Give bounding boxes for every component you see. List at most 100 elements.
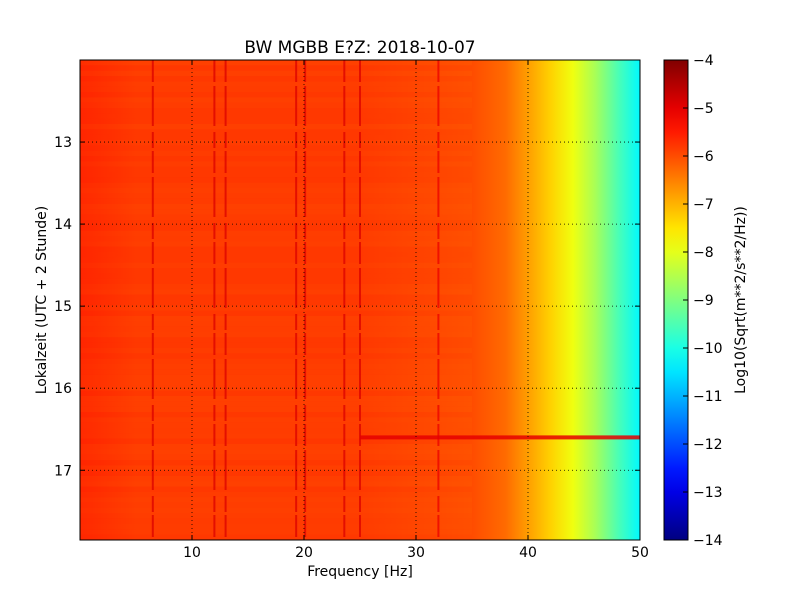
time-band (80, 236, 472, 242)
time-band (80, 81, 472, 87)
x-tick-label: 40 (519, 545, 537, 561)
time-band (80, 348, 472, 354)
time-band (80, 182, 472, 188)
time-band (80, 353, 472, 359)
time-band (80, 454, 472, 460)
time-band (80, 214, 472, 220)
time-band (80, 273, 472, 279)
time-band (80, 508, 472, 514)
time-band (80, 300, 472, 306)
time-band (80, 412, 472, 418)
y-tick-label: 16 (54, 381, 72, 397)
colorbar-tick-label: −12 (693, 437, 723, 453)
time-band (80, 513, 472, 519)
time-band (80, 380, 472, 386)
time-band (80, 113, 472, 119)
time-band (80, 529, 472, 535)
colorbar-tick-label: −13 (693, 485, 723, 501)
time-band (80, 417, 472, 423)
time-band (80, 161, 472, 167)
time-band (80, 524, 472, 530)
time-band (80, 145, 472, 151)
colorbar-label: Log10(Sqrt(m**2/s**2/Hz)) (733, 206, 749, 394)
y-axis-ticks: 13 14 15 16 17 (54, 135, 640, 479)
time-band (80, 225, 472, 231)
plot-area (80, 60, 640, 540)
time-band (80, 134, 472, 140)
colorbar-tick-label: −6 (693, 149, 714, 165)
time-band (80, 70, 472, 76)
time-band (80, 390, 472, 396)
colorbar-tick-label: −10 (693, 341, 723, 357)
x-tick-label: 50 (631, 545, 649, 561)
time-band (80, 518, 472, 524)
time-band (80, 342, 472, 348)
time-band (80, 406, 472, 412)
time-band (80, 278, 472, 284)
y-tick-label: 14 (54, 217, 72, 233)
colorbar-tick-label: −8 (693, 245, 714, 261)
time-band (80, 470, 472, 476)
time-band (80, 166, 472, 172)
time-band (80, 401, 472, 407)
time-band (80, 65, 472, 71)
time-band (80, 444, 472, 450)
time-band (80, 140, 472, 146)
y-tick-label: 17 (54, 463, 72, 479)
time-band (80, 268, 472, 274)
event-band (360, 435, 640, 440)
time-band (80, 108, 472, 114)
time-band (80, 220, 472, 226)
time-band (80, 428, 472, 434)
colorbar-tick-label: −7 (693, 197, 714, 213)
time-band (80, 209, 472, 215)
time-band (80, 337, 472, 343)
time-band (80, 92, 472, 98)
colorbar-tick-label: −11 (693, 389, 723, 405)
time-band (80, 230, 472, 236)
spectral-lines (151, 60, 440, 540)
colorbar-tick-label: −5 (693, 101, 714, 117)
time-band (80, 198, 472, 204)
time-band (80, 262, 472, 268)
time-band (80, 177, 472, 183)
chart-title: BW MGBB E?Z: 2018-10-07 (244, 38, 475, 58)
time-band (80, 358, 472, 364)
x-tick-label: 20 (295, 545, 313, 561)
grid-lines (80, 60, 640, 540)
time-band (80, 284, 472, 290)
time-band (80, 534, 472, 540)
time-band (80, 257, 472, 263)
time-band (80, 396, 472, 402)
x-axis-label: Frequency [Hz] (307, 564, 413, 580)
time-band (80, 156, 472, 162)
time-band (80, 364, 472, 370)
time-band (80, 449, 472, 455)
y-axis-label: Lokalzeit (UTC + 2 Stunde) (34, 206, 50, 395)
time-band (80, 252, 472, 258)
y-tick-label: 13 (54, 135, 72, 151)
time-band (80, 294, 472, 300)
time-band (80, 497, 472, 503)
time-band (80, 124, 472, 130)
time-band (80, 241, 472, 247)
plot-frame (79, 59, 641, 541)
time-band (80, 86, 472, 92)
time-band (80, 97, 472, 103)
time-band (80, 486, 472, 492)
x-tick-label: 10 (183, 545, 201, 561)
time-band (80, 305, 472, 311)
time-band (80, 76, 472, 82)
time-band (80, 60, 472, 66)
time-band (80, 289, 472, 295)
x-axis-ticks: 10 20 30 40 50 (183, 60, 649, 561)
time-band (80, 188, 472, 194)
time-band (80, 433, 472, 439)
time-band (80, 476, 472, 482)
x-tick-label: 30 (407, 545, 425, 561)
time-band (80, 172, 472, 178)
time-band (80, 193, 472, 199)
time-band (80, 102, 472, 108)
time-band (80, 481, 472, 487)
